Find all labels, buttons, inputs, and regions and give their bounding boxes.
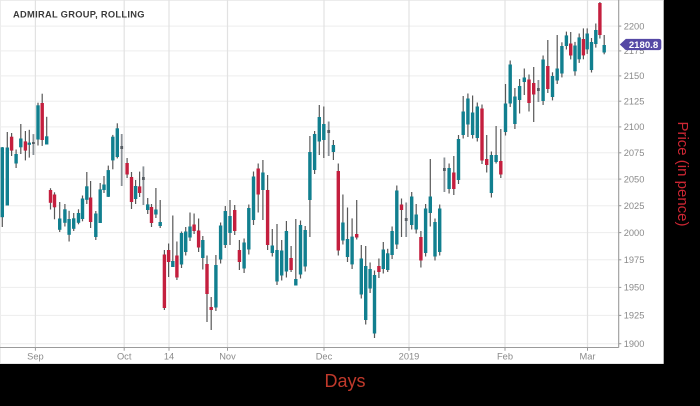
svg-text:2019: 2019: [399, 352, 420, 362]
svg-text:2125: 2125: [624, 96, 645, 106]
svg-text:2100: 2100: [624, 122, 645, 132]
svg-text:Feb: Feb: [497, 352, 513, 362]
svg-text:1950: 1950: [624, 283, 645, 293]
svg-text:2200: 2200: [624, 21, 645, 31]
svg-text:ADMIRAL GROUP, ROLLING: ADMIRAL GROUP, ROLLING: [13, 10, 145, 20]
svg-text:Oct: Oct: [117, 352, 132, 362]
svg-text:Price (in pence): Price (in pence): [674, 121, 691, 226]
svg-text:Dec: Dec: [316, 352, 333, 362]
svg-text:2075: 2075: [624, 148, 645, 158]
svg-text:Nov: Nov: [219, 352, 236, 362]
svg-text:2050: 2050: [624, 174, 645, 184]
svg-text:2150: 2150: [624, 71, 645, 81]
svg-text:2000: 2000: [624, 228, 645, 238]
svg-text:14: 14: [164, 352, 174, 362]
svg-text:2175: 2175: [624, 46, 645, 56]
svg-text:Days: Days: [324, 371, 365, 391]
svg-text:Mar: Mar: [579, 352, 595, 362]
svg-text:2025: 2025: [624, 201, 645, 211]
svg-text:1900: 1900: [624, 339, 645, 349]
svg-text:Sep: Sep: [27, 352, 44, 362]
svg-text:1975: 1975: [624, 255, 645, 265]
svg-text:2180.8: 2180.8: [629, 40, 659, 51]
svg-text:1925: 1925: [624, 311, 645, 321]
